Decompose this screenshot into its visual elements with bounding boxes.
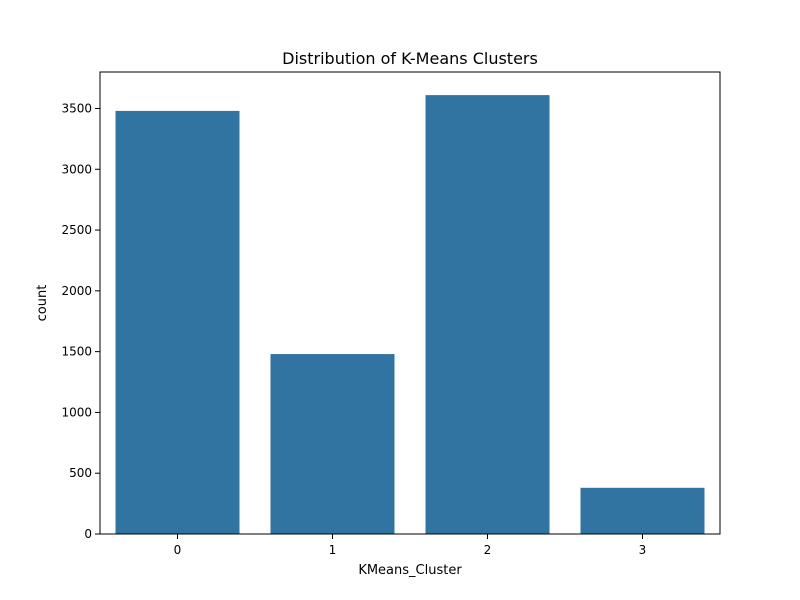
x-tick-label: 2 [484, 543, 492, 557]
x-tick-label: 3 [639, 543, 647, 557]
y-tick-label: 500 [69, 466, 92, 480]
y-tick-label: 2000 [61, 284, 92, 298]
bar-cluster-1 [270, 354, 395, 534]
bar-cluster-3 [580, 487, 705, 534]
y-axis-ticks: 0 500 1000 1500 2000 2500 3000 3500 [61, 101, 100, 541]
y-tick-label: 2500 [61, 223, 92, 237]
y-axis-label: count [35, 285, 50, 322]
bar-cluster-2 [425, 95, 550, 534]
y-tick-label: 3000 [61, 162, 92, 176]
y-tick-label: 3500 [61, 101, 92, 115]
y-tick-label: 0 [84, 527, 92, 541]
y-tick-label: 1000 [61, 405, 92, 419]
x-tick-label: 1 [329, 543, 337, 557]
y-tick-label: 1500 [61, 345, 92, 359]
plot-frame [99, 71, 721, 535]
bar-cluster-0 [115, 110, 240, 534]
x-tick-label: 0 [174, 543, 182, 557]
x-axis-label: KMeans_Cluster [358, 563, 462, 578]
chart-title: Distribution of K-Means Clusters [282, 49, 538, 68]
bar-group [115, 95, 705, 534]
x-axis-ticks: 0 1 2 3 [174, 534, 647, 557]
